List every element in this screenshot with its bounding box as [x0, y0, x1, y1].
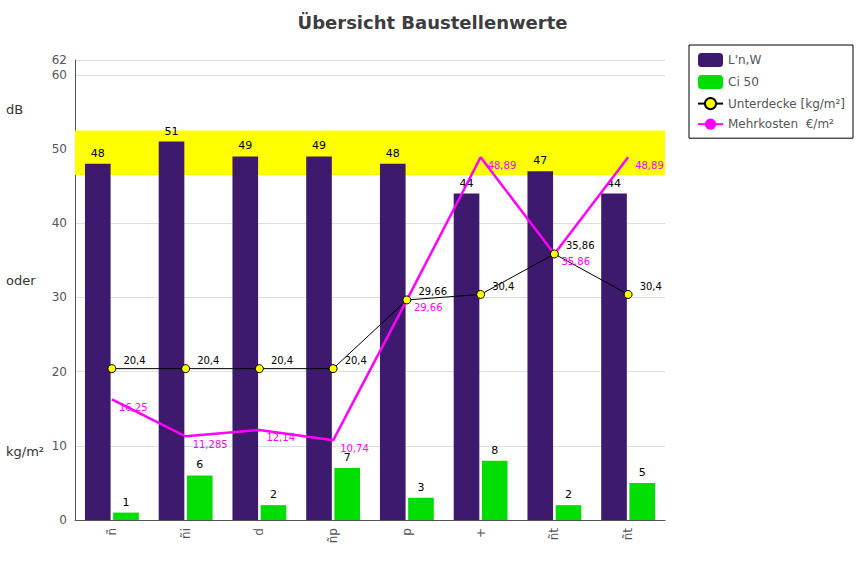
- svg-text:ñp: ñp: [326, 528, 340, 543]
- svg-text:2: 2: [565, 488, 572, 501]
- svg-text:8: 8: [491, 444, 498, 457]
- svg-text:20: 20: [52, 365, 67, 379]
- svg-text:48: 48: [386, 147, 400, 160]
- svg-text:44: 44: [607, 176, 621, 190]
- svg-text:0: 0: [59, 513, 67, 527]
- svg-text:3: 3: [417, 481, 424, 494]
- svg-text:29,66: 29,66: [414, 302, 443, 313]
- svg-text:Ci 50: Ci 50: [728, 75, 759, 89]
- svg-text:10: 10: [52, 439, 67, 453]
- svg-text:60: 60: [52, 68, 67, 82]
- svg-text:30,4: 30,4: [492, 281, 514, 292]
- svg-text:oder: oder: [6, 273, 36, 288]
- svg-text:10,74: 10,74: [340, 443, 369, 454]
- svg-text:30: 30: [52, 290, 67, 304]
- svg-text:6: 6: [196, 458, 203, 471]
- svg-text:5: 5: [639, 466, 646, 479]
- svg-text:ñ: ñ: [105, 528, 119, 536]
- svg-text:16,25: 16,25: [119, 402, 148, 413]
- svg-text:Übersicht Baustellenwerte: Übersicht Baustellenwerte: [298, 12, 568, 33]
- svg-text:47: 47: [533, 154, 547, 167]
- svg-text:51: 51: [165, 125, 179, 138]
- svg-text:40: 40: [52, 216, 67, 230]
- svg-text:20,4: 20,4: [345, 355, 367, 366]
- svg-text:49: 49: [312, 139, 326, 152]
- svg-text:kg/m²: kg/m²: [6, 444, 44, 459]
- svg-text:20,4: 20,4: [123, 355, 145, 366]
- svg-text:dB: dB: [6, 102, 23, 117]
- svg-text:+: +: [474, 528, 488, 538]
- svg-text:35,86: 35,86: [566, 240, 595, 251]
- svg-text:20,4: 20,4: [197, 355, 219, 366]
- svg-text:30,4: 30,4: [640, 281, 662, 292]
- svg-text:29,66: 29,66: [418, 286, 447, 297]
- svg-text:ñt: ñt: [621, 528, 635, 541]
- svg-text:35,86: 35,86: [561, 256, 590, 267]
- svg-text:62: 62: [52, 53, 67, 67]
- svg-text:44: 44: [459, 176, 474, 190]
- svg-text:1: 1: [122, 496, 129, 509]
- svg-text:2: 2: [270, 488, 277, 501]
- svg-text:d: d: [252, 528, 266, 536]
- svg-text:11,285: 11,285: [193, 439, 228, 450]
- svg-text:7: 7: [343, 451, 351, 465]
- svg-text:12,14: 12,14: [266, 432, 295, 443]
- svg-text:50: 50: [52, 142, 67, 156]
- svg-text:ñi: ñi: [179, 528, 193, 539]
- svg-text:48,89: 48,89: [488, 160, 517, 171]
- svg-text:ñt: ñt: [547, 528, 561, 541]
- svg-text:p: p: [400, 528, 414, 536]
- svg-text:48: 48: [91, 147, 105, 160]
- svg-text:20,4: 20,4: [271, 355, 293, 366]
- svg-text:Mehrkosten €/m²: Mehrkosten €/m²: [728, 117, 834, 131]
- svg-text:L'n,W: L'n,W: [728, 53, 761, 67]
- svg-text:49: 49: [238, 139, 252, 152]
- svg-text:48,89: 48,89: [635, 160, 664, 171]
- svg-text:Unterdecke [kg/m²]: Unterdecke [kg/m²]: [728, 97, 845, 111]
